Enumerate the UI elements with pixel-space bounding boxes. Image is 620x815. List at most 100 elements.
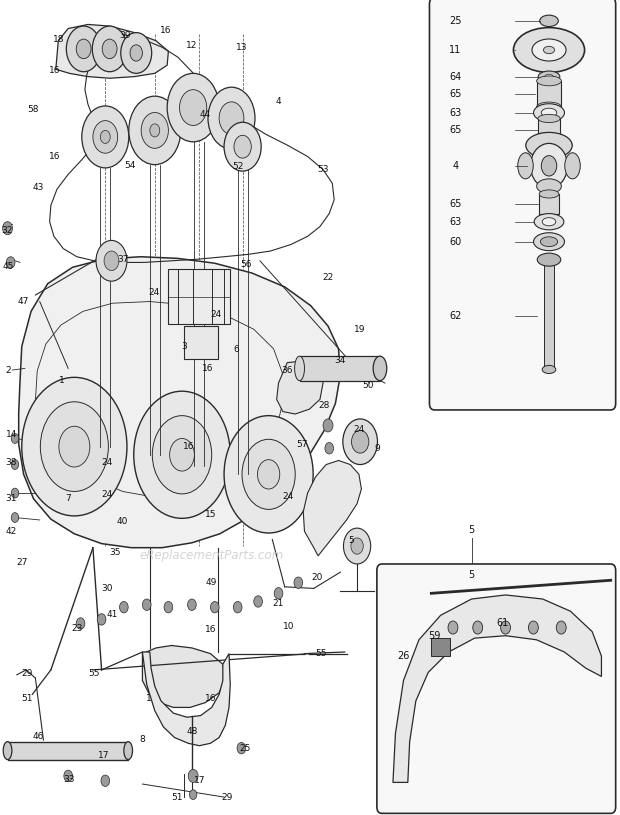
Circle shape — [11, 513, 19, 522]
Circle shape — [170, 438, 195, 471]
Circle shape — [294, 577, 303, 588]
Circle shape — [100, 130, 110, 143]
Text: 46: 46 — [32, 732, 43, 742]
Text: 60: 60 — [450, 236, 462, 247]
Text: 40: 40 — [117, 517, 128, 526]
Circle shape — [351, 538, 363, 554]
Ellipse shape — [542, 218, 556, 226]
Circle shape — [130, 45, 143, 61]
Text: 15: 15 — [205, 509, 217, 519]
Bar — [432, 638, 450, 656]
Circle shape — [343, 419, 378, 465]
Ellipse shape — [294, 356, 304, 381]
Text: 36: 36 — [281, 365, 292, 375]
Ellipse shape — [534, 214, 564, 230]
Text: 55: 55 — [89, 668, 100, 678]
Text: 16: 16 — [183, 442, 195, 452]
Circle shape — [6, 257, 15, 268]
Text: 27: 27 — [17, 557, 28, 567]
Text: 51: 51 — [22, 694, 33, 703]
Text: 7: 7 — [65, 494, 71, 504]
Text: 30: 30 — [102, 584, 113, 593]
Text: 1: 1 — [146, 694, 151, 703]
Text: 61: 61 — [497, 619, 508, 628]
Text: 5: 5 — [348, 535, 355, 545]
Circle shape — [343, 528, 371, 564]
Circle shape — [188, 599, 197, 610]
Bar — [537, 81, 561, 107]
Circle shape — [96, 240, 127, 281]
Text: 16: 16 — [50, 152, 61, 161]
Circle shape — [188, 769, 198, 782]
Polygon shape — [277, 360, 323, 414]
Ellipse shape — [518, 152, 533, 178]
Text: 25: 25 — [450, 15, 462, 26]
Circle shape — [224, 122, 261, 171]
Text: 20: 20 — [311, 573, 322, 583]
Circle shape — [120, 601, 128, 613]
Ellipse shape — [534, 104, 564, 121]
Text: 62: 62 — [450, 311, 462, 320]
Text: 14: 14 — [6, 430, 17, 439]
Ellipse shape — [542, 365, 556, 373]
Circle shape — [76, 39, 91, 59]
Text: 8: 8 — [139, 734, 144, 744]
Text: eReplacementParts.com: eReplacementParts.com — [140, 549, 284, 562]
Circle shape — [66, 26, 101, 72]
Text: 42: 42 — [6, 526, 17, 536]
Circle shape — [500, 621, 510, 634]
Circle shape — [104, 251, 119, 271]
Bar — [539, 194, 559, 214]
Ellipse shape — [538, 114, 560, 122]
Text: 1: 1 — [59, 376, 65, 385]
Ellipse shape — [124, 742, 133, 760]
Circle shape — [97, 614, 106, 625]
Text: 16: 16 — [159, 25, 171, 35]
Circle shape — [11, 488, 19, 498]
Ellipse shape — [534, 233, 564, 251]
Polygon shape — [143, 645, 225, 707]
Text: 26: 26 — [397, 651, 410, 661]
Text: 64: 64 — [450, 72, 462, 82]
Text: 11: 11 — [450, 45, 462, 55]
Circle shape — [190, 790, 197, 800]
Bar — [544, 260, 554, 369]
Ellipse shape — [538, 71, 560, 82]
Text: 5: 5 — [468, 570, 475, 579]
Circle shape — [323, 419, 333, 432]
Circle shape — [102, 39, 117, 59]
Text: 29: 29 — [22, 668, 33, 678]
Text: 24: 24 — [283, 491, 294, 501]
Text: 19: 19 — [355, 324, 366, 334]
Circle shape — [40, 402, 108, 491]
Text: 52: 52 — [232, 161, 244, 171]
Text: 63: 63 — [450, 217, 462, 227]
Ellipse shape — [526, 132, 572, 158]
Polygon shape — [143, 652, 230, 746]
Ellipse shape — [541, 156, 557, 176]
Circle shape — [254, 596, 262, 607]
Circle shape — [141, 112, 169, 148]
Polygon shape — [19, 257, 340, 548]
Circle shape — [143, 599, 151, 610]
Text: 17: 17 — [194, 776, 206, 786]
Bar — [538, 118, 560, 141]
Text: 47: 47 — [18, 297, 29, 306]
Ellipse shape — [541, 237, 557, 247]
Circle shape — [153, 416, 211, 494]
Text: 4: 4 — [453, 161, 459, 171]
Circle shape — [82, 106, 129, 168]
Text: 2: 2 — [6, 365, 11, 375]
Text: 13: 13 — [236, 42, 247, 52]
Circle shape — [352, 430, 369, 453]
Ellipse shape — [537, 76, 561, 86]
Ellipse shape — [545, 74, 553, 79]
Text: 23: 23 — [72, 623, 83, 633]
Text: 37: 37 — [117, 255, 128, 265]
Text: 35: 35 — [109, 548, 120, 557]
Text: 18: 18 — [53, 34, 64, 44]
Text: 56: 56 — [240, 259, 252, 269]
Circle shape — [150, 124, 160, 137]
Text: 59: 59 — [428, 631, 441, 641]
Circle shape — [257, 460, 280, 489]
